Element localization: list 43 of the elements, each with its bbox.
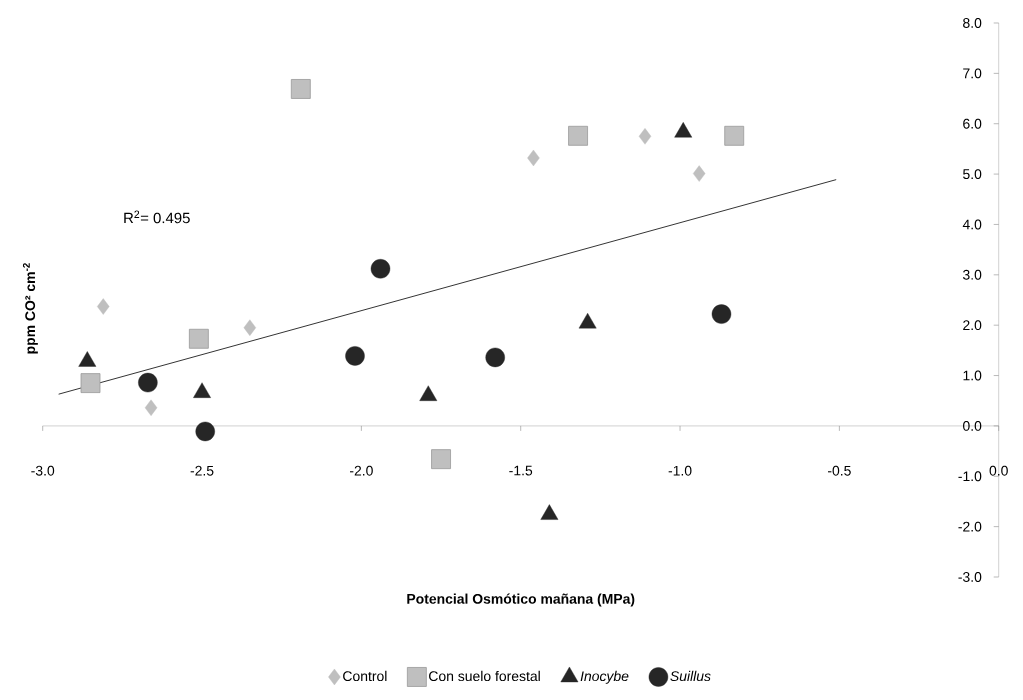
point <box>568 125 588 146</box>
point <box>711 304 732 324</box>
point <box>431 449 451 470</box>
point <box>97 298 110 315</box>
y-axis-title: ppm CO² cm$^{-2}$ <box>22 263 38 354</box>
point <box>692 165 706 182</box>
point <box>80 373 101 393</box>
x-tick-label: -2.0 <box>349 465 373 476</box>
x-tick-label: -2.5 <box>190 465 214 476</box>
point <box>527 149 540 167</box>
point <box>290 79 311 99</box>
x-tick-label: -0.5 <box>827 465 851 476</box>
legend-label: Control <box>343 670 387 682</box>
point <box>138 372 158 393</box>
point <box>144 399 158 416</box>
legend-label: Inocybe <box>580 670 629 684</box>
x-tick-label: -1.0 <box>668 465 692 476</box>
legend-label: Con suelo forestal <box>429 670 540 682</box>
x-tick-label: -1.5 <box>509 465 533 476</box>
x-axis-title: Potencial Osmótico mañana (MPa) <box>407 593 635 607</box>
point <box>485 347 505 368</box>
y-tick-label: -2.0 <box>958 521 982 532</box>
point <box>243 319 257 336</box>
y-tick-label: 1.0 <box>963 370 982 381</box>
legend-label: Suillus <box>670 670 711 682</box>
y-tick-label: 0.0 <box>963 420 982 431</box>
y-tick-label: 4.0 <box>962 219 982 230</box>
point <box>195 421 215 442</box>
point <box>370 259 391 279</box>
y-tick-label: 2.0 <box>963 320 982 331</box>
point <box>345 346 365 366</box>
y-tick-label: -3.0 <box>958 572 982 582</box>
x-tick-label: 0.0 <box>989 465 1008 476</box>
annotation: R$^{2}$= 0.495 <box>124 210 190 224</box>
y-tick-label: 7.0 <box>963 68 982 79</box>
x-tick-label: -3.0 <box>31 465 55 476</box>
point <box>638 128 652 145</box>
y-tick-label: 3.0 <box>963 269 982 280</box>
point <box>188 328 209 349</box>
point <box>724 125 745 146</box>
y-tick-label: 6.0 <box>963 118 982 129</box>
y-tick-label: 8.0 <box>963 18 982 28</box>
y-tick-label: 5.0 <box>963 169 982 180</box>
